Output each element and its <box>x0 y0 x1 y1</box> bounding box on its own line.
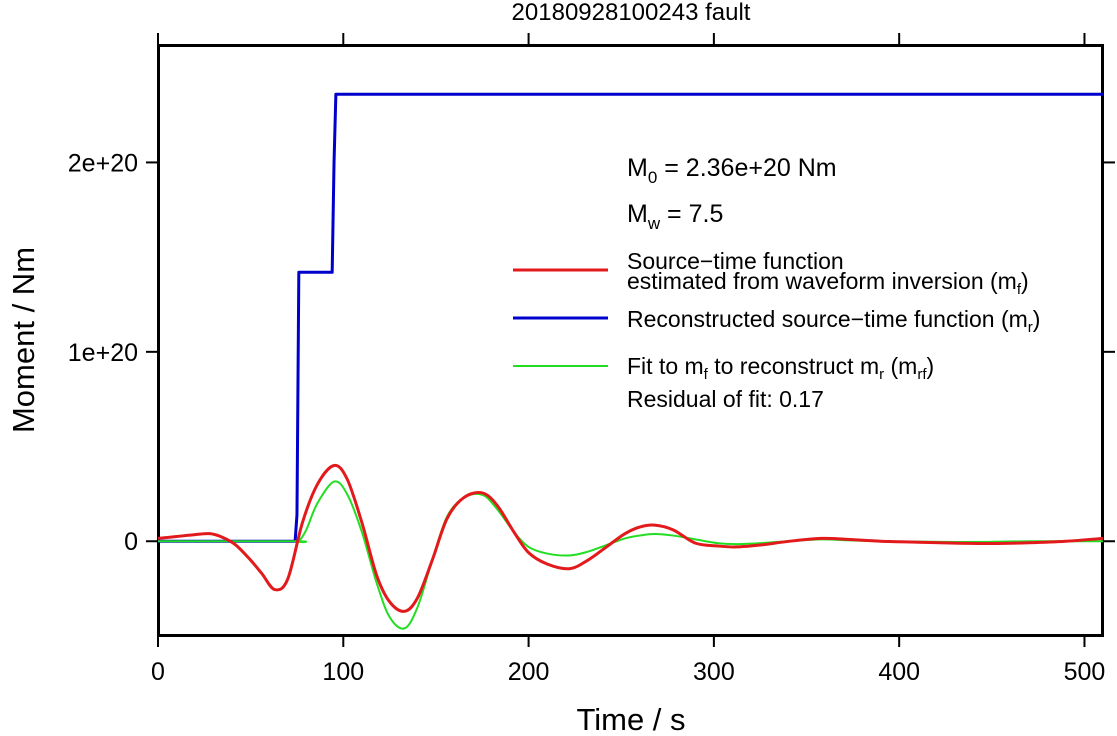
x-axis-title: Time / s <box>576 702 685 736</box>
x-tick-label-3: 300 <box>693 658 735 686</box>
legend-2-text-b: to reconstruct m <box>708 353 879 379</box>
plot-frame <box>157 44 1104 637</box>
y-tick-label-2: 2e+20 <box>68 149 138 177</box>
legend-2-subscript-f: f <box>704 366 709 383</box>
y-tick-label-1: 1e+20 <box>68 339 138 367</box>
series-group <box>158 92 1103 630</box>
m0-value: = 2.36e+20 Nm <box>657 154 836 182</box>
mw-value: = 7.5 <box>660 200 723 228</box>
legend: Source−time function estimated from wave… <box>513 248 1040 412</box>
legend-0-line2-text: estimated from waveform inversion (m <box>627 268 1017 294</box>
annotation-m0: M0 = 2.36e+20 Nm <box>627 154 837 187</box>
m0-subscript: 0 <box>648 168 657 187</box>
legend-1-subscript: r <box>1028 319 1033 336</box>
legend-1-text: Reconstructed source−time function (m <box>627 306 1028 332</box>
legend-0-line2-close: ) <box>1021 268 1029 294</box>
legend-label-reconstructed: Reconstructed source−time function (mr) <box>627 306 1040 336</box>
y-tick-label-0: 0 <box>124 528 138 556</box>
y-axis-tick-labels: 0 1e+20 2e+20 <box>68 149 138 556</box>
legend-1-close: ) <box>1033 306 1041 332</box>
chart-title: 20180928100243 fault <box>512 0 751 26</box>
m0-symbol: M <box>627 154 648 182</box>
y-axis-title: Moment / Nm <box>6 247 41 433</box>
x-tick-label-4: 400 <box>878 658 920 686</box>
legend-label-source-time-function-line1: Source−time function <box>627 248 844 274</box>
series-source-time-function <box>158 463 1103 613</box>
x-tick-label-2: 200 <box>508 658 550 686</box>
mw-symbol: M <box>627 200 648 228</box>
legend-2-text-a: Fit to m <box>627 353 704 379</box>
mw-subscript: w <box>647 214 661 233</box>
annotation-mw: Mw = 7.5 <box>627 200 723 233</box>
residual-of-fit: Residual of fit: 0.17 <box>627 386 824 412</box>
x-tick-label-0: 0 <box>151 658 165 686</box>
legend-2-text-c: (m <box>884 353 917 379</box>
y-axis-ticks-left <box>146 161 158 543</box>
legend-0-line2-subscript: f <box>1017 281 1022 298</box>
legend-label-source-time-function-line2: estimated from waveform inversion (mf) <box>627 268 1029 298</box>
x-tick-label-1: 100 <box>322 658 364 686</box>
series-reconstructed <box>158 92 1103 543</box>
x-axis-ticks-bottom <box>157 635 1086 647</box>
x-tick-label-5: 500 <box>1064 658 1106 686</box>
x-axis-tick-labels: 0 100 200 300 400 500 <box>151 658 1105 686</box>
legend-label-fit: Fit to mf to reconstruct mr (mrf) <box>627 353 934 383</box>
legend-2-close: ) <box>927 353 935 379</box>
y-axis-ticks-right <box>1103 161 1115 543</box>
legend-2-subscript-rf: rf <box>917 366 927 383</box>
series-fit <box>158 480 1103 630</box>
legend-2-subscript-r: r <box>879 366 884 383</box>
x-axis-ticks-top <box>157 33 1086 45</box>
